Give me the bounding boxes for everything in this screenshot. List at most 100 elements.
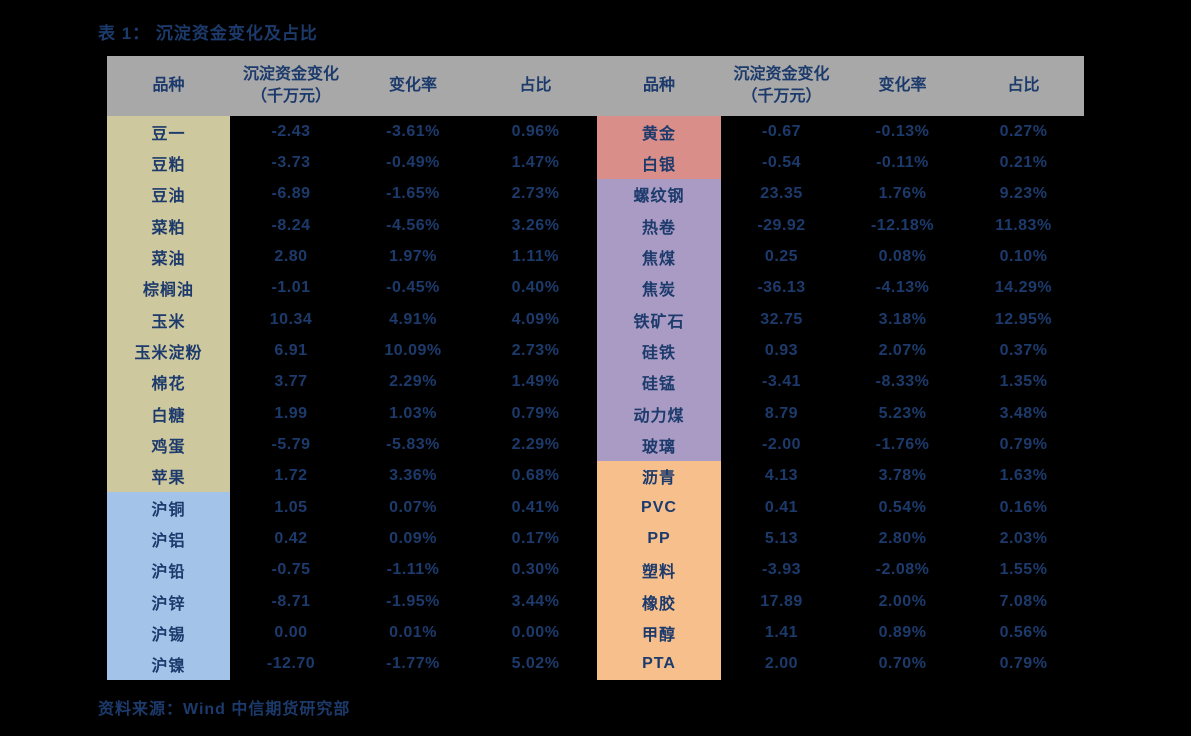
cell-change: 2.80 bbox=[274, 247, 308, 265]
table-row: 豆油 -6.89 -1.65% 2.73% bbox=[107, 178, 597, 210]
cell-share: 0.68% bbox=[511, 467, 560, 485]
commodity-label: 沥青 bbox=[597, 460, 721, 492]
cell-rate: -3.61% bbox=[386, 122, 440, 140]
cell-rate: -0.13% bbox=[875, 122, 930, 140]
cell-rate: 0.89% bbox=[878, 623, 927, 641]
cell-share: 2.03% bbox=[999, 529, 1048, 547]
table-row: 热卷 -29.92 -12.18% 11.83% bbox=[597, 209, 1084, 242]
cell-change: -5.79 bbox=[271, 435, 311, 453]
col-header-change-rate: 变化率 bbox=[388, 77, 437, 95]
cell-change: -0.54 bbox=[762, 153, 801, 171]
cell-rate: -1.95% bbox=[386, 592, 440, 610]
cell-share: 1.47% bbox=[511, 153, 560, 171]
cell-rate: 4.91% bbox=[389, 310, 437, 328]
commodity-label: 豆油 bbox=[107, 178, 230, 210]
cell-share: 0.30% bbox=[511, 561, 560, 579]
commodity-label: 苹果 bbox=[107, 460, 230, 492]
cell-rate: -8.33% bbox=[875, 373, 930, 391]
cell-share: 0.79% bbox=[511, 404, 560, 422]
cell-rate: -5.83% bbox=[386, 435, 440, 453]
table-row: 棕榈油 -1.01 -0.45% 0.40% bbox=[107, 272, 597, 304]
cell-share: 14.29% bbox=[994, 279, 1053, 297]
cell-rate: 0.08% bbox=[878, 247, 927, 265]
commodity-label: 黄金 bbox=[597, 116, 721, 148]
commodity-label: 沪锌 bbox=[107, 585, 230, 618]
cell-rate: -0.45% bbox=[386, 279, 440, 297]
table-row: 硅锰 -3.41 -8.33% 1.35% bbox=[597, 366, 1084, 398]
commodity-label: 棉花 bbox=[107, 366, 230, 398]
table-row: 白糖 1.99 1.03% 0.79% bbox=[107, 397, 597, 430]
commodity-label: 动力煤 bbox=[597, 397, 721, 430]
cell-rate: -1.77% bbox=[386, 655, 440, 673]
cell-share: 3.48% bbox=[999, 404, 1048, 422]
cell-rate: -1.65% bbox=[386, 185, 440, 203]
cell-change: 23.35 bbox=[760, 185, 803, 203]
col-header-share: 占比 bbox=[519, 77, 552, 95]
commodity-label: 热卷 bbox=[597, 209, 721, 242]
cell-share: 3.44% bbox=[511, 592, 560, 610]
cell-change: -0.67 bbox=[762, 122, 801, 140]
cell-share: 0.40% bbox=[511, 279, 560, 297]
cell-rate: 5.23% bbox=[878, 404, 927, 422]
col-header-variety: 品种 bbox=[642, 77, 675, 95]
commodity-label: 沪铅 bbox=[107, 554, 230, 586]
commodity-label: 硅铁 bbox=[597, 335, 721, 367]
cell-share: 2.29% bbox=[511, 435, 560, 453]
cell-share: 0.56% bbox=[999, 623, 1048, 641]
commodity-label: 玉米淀粉 bbox=[107, 335, 230, 367]
cell-rate: 3.18% bbox=[878, 310, 927, 328]
table-row: 焦炭 -36.13 -4.13% 14.29% bbox=[597, 272, 1084, 304]
commodity-label: 沪铜 bbox=[107, 491, 230, 524]
commodity-label: 豆一 bbox=[107, 116, 230, 148]
cell-rate: 3.78% bbox=[878, 467, 927, 485]
cell-share: 0.10% bbox=[999, 247, 1048, 265]
commodity-label: 白糖 bbox=[107, 397, 230, 430]
table-row: 豆粕 -3.73 -0.49% 1.47% bbox=[107, 147, 597, 179]
table-row: 白银 -0.54 -0.11% 0.21% bbox=[597, 147, 1084, 179]
commodity-label: 塑料 bbox=[597, 554, 721, 586]
table-row: 玻璃 -2.00 -1.76% 0.79% bbox=[597, 429, 1084, 461]
cell-share: 4.09% bbox=[511, 310, 560, 328]
cell-change: -3.73 bbox=[271, 153, 311, 171]
table-row: 沪铜 1.05 0.07% 0.41% bbox=[107, 491, 597, 524]
table-row: 苹果 1.72 3.36% 0.68% bbox=[107, 460, 597, 492]
commodity-label: 螺纹钢 bbox=[597, 178, 721, 210]
table-row: 豆一 -2.43 -3.61% 0.96% bbox=[107, 116, 597, 148]
table-row: 橡胶 17.89 2.00% 7.08% bbox=[597, 585, 1084, 618]
cell-change: -2.43 bbox=[271, 122, 311, 140]
cell-rate: 0.54% bbox=[878, 498, 927, 516]
cell-share: 2.73% bbox=[511, 341, 560, 359]
commodity-label: 菜粕 bbox=[107, 209, 230, 242]
cell-rate: 3.36% bbox=[389, 467, 437, 485]
cell-rate: 2.00% bbox=[878, 592, 927, 610]
cell-change: -3.93 bbox=[762, 561, 801, 579]
cell-change: 8.79 bbox=[764, 404, 799, 422]
commodity-label: PP bbox=[597, 523, 721, 555]
sedimented-funds-table: 品种 沉淀资金变化（千万元） 变化率 占比 豆一 -2.43 -3.61% 0.96%… bbox=[107, 56, 1084, 680]
cell-change: 1.05 bbox=[274, 498, 308, 516]
commodity-label: 沪铝 bbox=[107, 523, 230, 555]
cell-rate: -0.49% bbox=[386, 153, 440, 171]
commodity-label: 玉米 bbox=[107, 303, 230, 336]
commodity-label: PVC bbox=[597, 491, 721, 524]
table-row: 沪锡 0.00 0.01% 0.00% bbox=[107, 617, 597, 649]
table-row: 焦煤 0.25 0.08% 0.10% bbox=[597, 241, 1084, 273]
commodity-label: 菜油 bbox=[107, 241, 230, 273]
commodity-label: 硅锰 bbox=[597, 366, 721, 398]
commodity-label: 焦煤 bbox=[597, 241, 721, 273]
cell-rate: 1.97% bbox=[389, 247, 437, 265]
col-header-variety: 品种 bbox=[152, 77, 185, 95]
cell-change: 10.34 bbox=[269, 310, 313, 328]
table-title: 表 1： 沉淀资金变化及占比 bbox=[98, 24, 318, 43]
cell-rate: -2.08% bbox=[875, 561, 930, 579]
table-body-right: 黄金 -0.67 -0.13% 0.27% 白银 -0.54 -0.11% 0.21% 螺纹钢 2… bbox=[597, 116, 1084, 680]
table-row: 黄金 -0.67 -0.13% 0.27% bbox=[597, 116, 1084, 148]
cell-rate: -1.76% bbox=[875, 435, 930, 453]
cell-change: 17.89 bbox=[760, 592, 803, 610]
cell-share: 0.27% bbox=[999, 122, 1048, 140]
cell-share: 1.11% bbox=[512, 247, 559, 265]
table-row: 沥青 4.13 3.78% 1.63% bbox=[597, 460, 1084, 492]
cell-rate: 0.09% bbox=[389, 529, 437, 547]
cell-share: 2.73% bbox=[511, 185, 560, 203]
cell-rate: -4.13% bbox=[875, 279, 930, 297]
